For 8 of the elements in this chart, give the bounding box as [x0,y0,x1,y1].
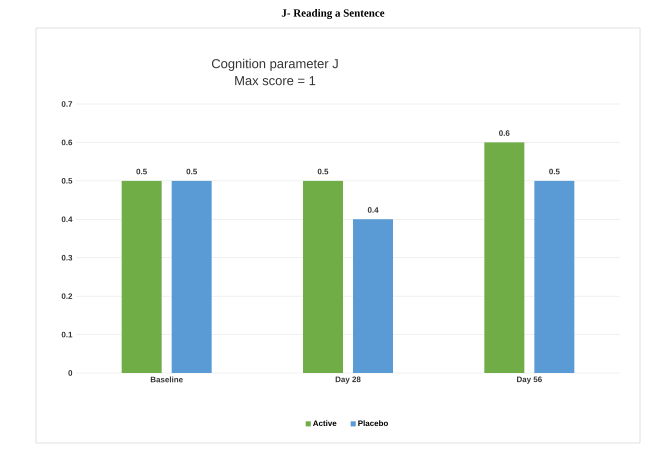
bar [353,219,394,373]
bar [484,142,524,373]
bar [534,180,574,373]
bar [172,180,212,373]
bar [303,180,344,373]
chart-title: J- Reading a Sentence [282,8,384,20]
bar [122,180,162,373]
chart-subtitle: Cognition parameter J Max score = 1 [212,58,338,86]
